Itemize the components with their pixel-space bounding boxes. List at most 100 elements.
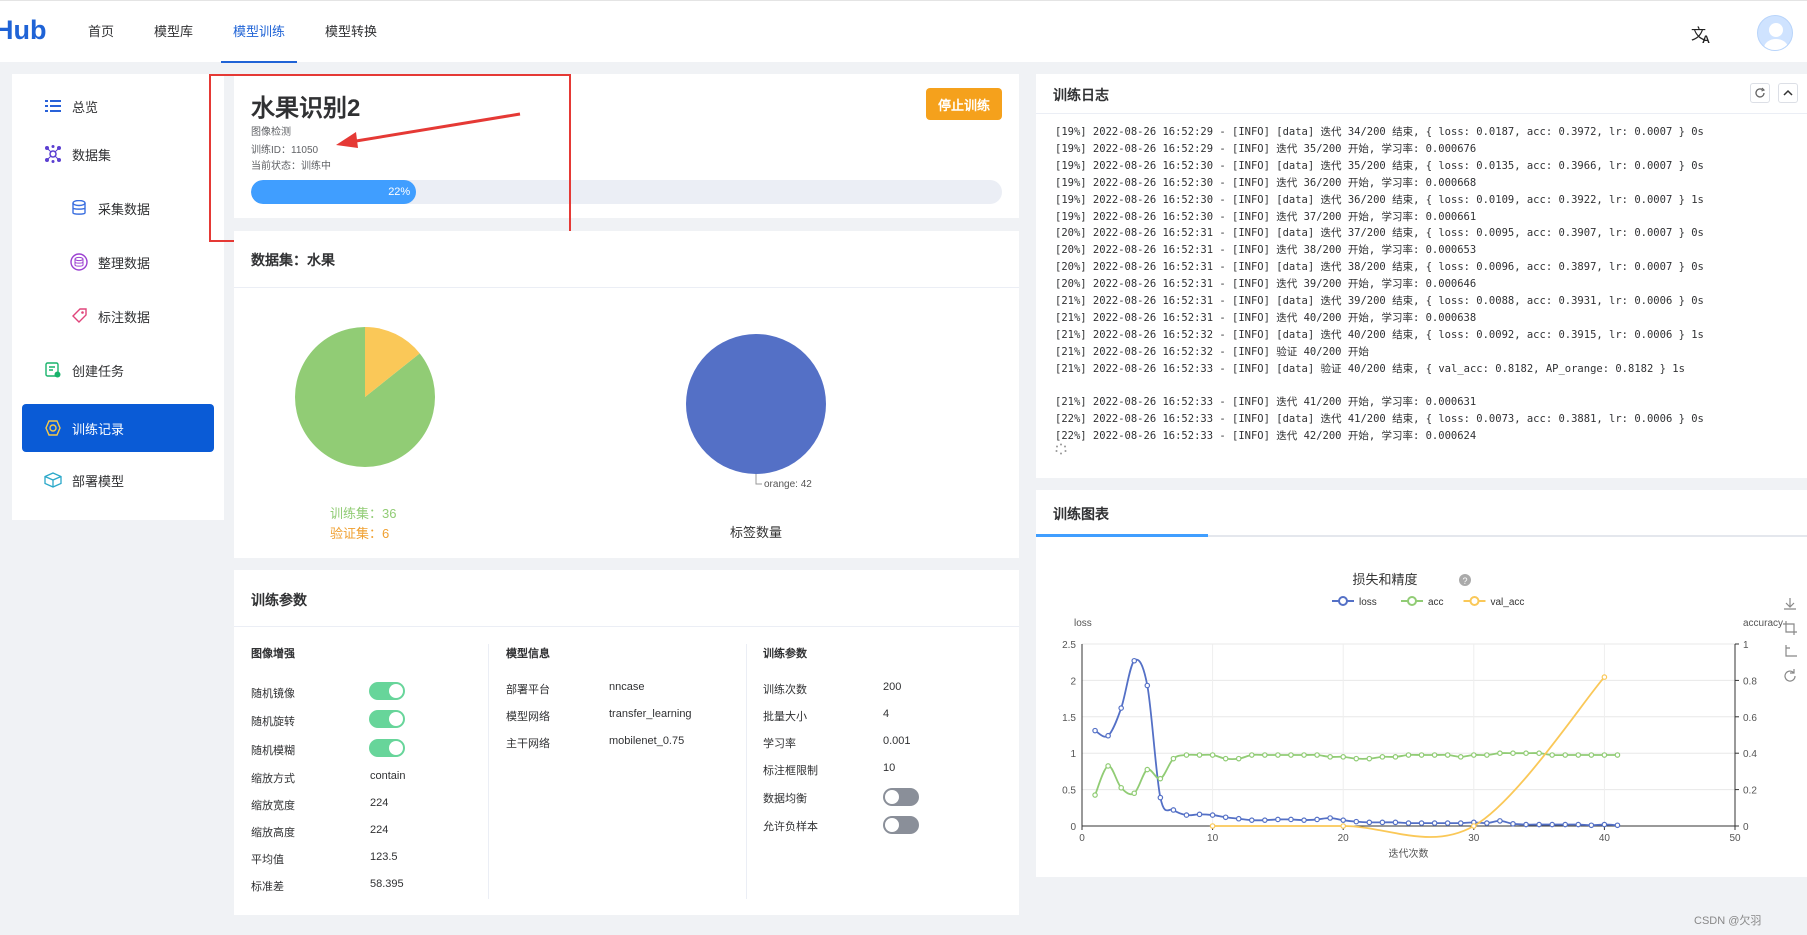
pie-slice-val (365, 327, 420, 397)
x-tick-label: 30 (1468, 833, 1480, 844)
param-label: 缩放高度 (251, 827, 295, 839)
chevron-up-icon[interactable] (1778, 83, 1798, 103)
dataset-title: 数据集：水果 (251, 252, 335, 268)
data-point-acc (1262, 752, 1268, 758)
params-title: 训练参数 (251, 592, 307, 608)
log-line: [22%] 2022-08-26 16:52:33 - [INFO] 迭代 42… (1055, 430, 1477, 443)
tab-training-chart[interactable]: 训练图表 (1053, 506, 1109, 522)
y-left-axis-label: loss (1074, 618, 1092, 629)
divider (234, 626, 1019, 627)
random-blur-toggle[interactable] (369, 739, 405, 757)
param-label: 标注框限制 (763, 765, 818, 777)
sidebar: 总览 数据集 采集数据 整理数据 标注数据 创建任务 训练记录 部署模型 (12, 74, 224, 520)
training-record-icon (44, 419, 62, 437)
loading-spinner-icon (1055, 443, 1067, 455)
training-progress-bar: 22% (251, 180, 1002, 204)
x-tick-label: 10 (1207, 833, 1219, 844)
data-point-loss (1340, 817, 1347, 823)
log-line: [21%] 2022-08-26 16:52:33 - [INFO] [data… (1055, 362, 1685, 375)
app-logo[interactable]: Hub (0, 15, 47, 45)
sidebar-item-label: 部署模型 (72, 473, 125, 489)
param-label: 标准差 (251, 881, 284, 893)
param-value: 224 (370, 824, 389, 836)
x-tick-label: 20 (1338, 833, 1350, 844)
augment-title: 图像增强 (251, 648, 295, 660)
sidebar-item-overview[interactable]: 总览 (22, 82, 214, 130)
random-rotate-toggle[interactable] (369, 710, 405, 728)
sidebar-item-annotate-data[interactable]: 标注数据 (22, 292, 214, 340)
help-icon-glyph: ? (1462, 576, 1467, 586)
chart-title: 损失和精度 (1352, 572, 1417, 587)
model-info-title: 模型信息 (506, 648, 550, 660)
nav-model-convert[interactable]: 模型转换 (325, 24, 378, 39)
stop-training-button[interactable]: 停止训练 (926, 88, 1002, 120)
legend-marker (1407, 596, 1417, 606)
data-point-loss (1105, 732, 1111, 739)
sidebar-item-label: 总览 (72, 99, 99, 115)
data-balance-toggle[interactable] (883, 788, 919, 806)
param-label: 模型网络 (506, 711, 550, 723)
x-tick-label: 50 (1729, 833, 1741, 844)
data-point-loss (1418, 820, 1425, 826)
param-value: contain (370, 770, 406, 782)
param-value: 224 (370, 797, 389, 809)
nav-model-training[interactable]: 模型训练 (221, 1, 298, 63)
divider (1036, 113, 1807, 114)
sidebar-item-deploy-model[interactable]: 部署模型 (22, 456, 214, 504)
data-point-loss (1118, 705, 1124, 711)
random-mirror-toggle[interactable] (369, 682, 405, 700)
y-right-axis-label: accuracy (1743, 618, 1783, 629)
data-point-loss (1222, 814, 1229, 821)
refresh-icon[interactable] (1750, 83, 1770, 103)
y-left-tick-label: 0.5 (1062, 786, 1076, 797)
param-value: 0.001 (883, 735, 911, 747)
data-point-loss (1575, 821, 1582, 828)
help-icon (1459, 574, 1471, 586)
data-point-acc (1131, 790, 1138, 797)
user-avatar-icon[interactable] (1757, 15, 1793, 51)
divider (488, 644, 489, 899)
data-point-loss (1183, 812, 1190, 818)
param-value: nncase (609, 681, 645, 693)
sidebar-item-label: 采集数据 (98, 201, 151, 217)
sidebar-item-training-record[interactable]: 训练记录 (22, 404, 214, 452)
data-point-acc (1601, 752, 1608, 758)
data-point-loss (1301, 817, 1307, 823)
data-point-acc (1418, 752, 1425, 758)
database-icon (70, 199, 88, 217)
sidebar-item-label: 数据集 (72, 147, 112, 163)
y-right-tick-label: 1 (1743, 640, 1749, 651)
task-id: 训练ID：11050 (251, 145, 319, 156)
val-count-label: 验证集：6 (330, 526, 390, 541)
sidebar-item-create-task[interactable]: 创建任务 (22, 346, 214, 394)
data-point-loss (1457, 820, 1464, 826)
nav-home[interactable]: 首页 (88, 24, 115, 39)
sidebar-item-label: 标注数据 (98, 309, 151, 325)
y-left-tick-label: 2.5 (1062, 640, 1076, 651)
y-right-tick-label: 0.2 (1743, 786, 1757, 797)
data-point-acc (1209, 752, 1216, 758)
data-point-loss (1209, 812, 1216, 818)
param-label: 允许负样本 (763, 821, 818, 833)
nav-model-library[interactable]: 模型库 (154, 24, 194, 39)
watermark-footer: CSDN @欠羽 (1694, 915, 1762, 927)
data-point-val_acc (1601, 674, 1608, 680)
restore-icon (1785, 645, 1797, 657)
data-point-acc (1457, 754, 1464, 760)
sidebar-item-collect-data[interactable]: 采集数据 (22, 184, 214, 232)
tag-pie-slice (686, 334, 826, 474)
sidebar-item-organize-data[interactable]: 整理数据 (22, 238, 214, 286)
data-point-acc (1144, 766, 1151, 773)
log-line: [21%] 2022-08-26 16:52:32 - [INFO] [data… (1055, 328, 1704, 341)
data-point-loss (1235, 815, 1242, 822)
task-add-icon (44, 361, 62, 379)
data-point-acc (1170, 755, 1177, 762)
data-point-acc (1092, 792, 1098, 798)
allow-negative-toggle[interactable] (883, 816, 919, 834)
sidebar-item-dataset[interactable]: 数据集 (22, 130, 214, 178)
tag-pie-label-line (755, 474, 762, 485)
log-line: [21%] 2022-08-26 16:52:31 - [INFO] [data… (1055, 295, 1704, 307)
data-point-acc (1392, 754, 1399, 760)
